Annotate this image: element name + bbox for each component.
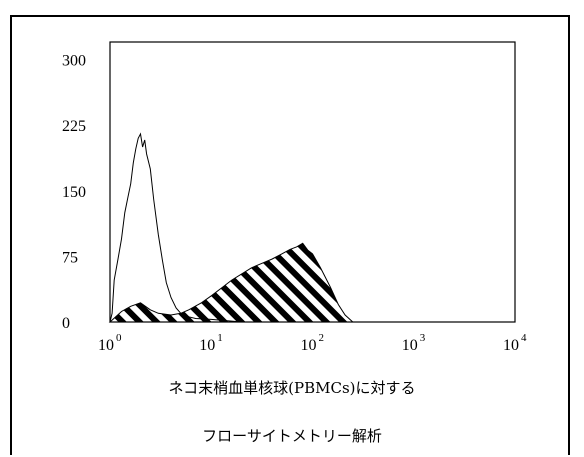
figure-frame	[10, 15, 570, 455]
plot-area	[109, 41, 516, 323]
y-tick-label: 150	[62, 184, 86, 201]
x-tick-base: 10	[402, 337, 418, 354]
x-tick-label: 10 0	[98, 332, 122, 354]
x-tick-label: 10 1	[199, 332, 223, 354]
y-tick-label: 75	[62, 249, 78, 266]
x-tick-exponent: 4	[521, 332, 527, 344]
x-tick-base: 10	[503, 337, 519, 354]
x-tick-exponent: 2	[319, 332, 325, 344]
x-tick-base: 10	[199, 337, 215, 354]
x-tick-label: 10 2	[301, 332, 325, 354]
x-tick-exponent: 0	[116, 332, 122, 344]
x-tick-label: 10 3	[402, 332, 426, 354]
x-tick-base: 10	[301, 337, 317, 354]
outline-histogram	[109, 132, 242, 323]
x-tick-exponent: 1	[217, 332, 223, 344]
y-tick-label: 0	[62, 315, 70, 332]
y-tick-label: 300	[62, 53, 86, 70]
hatched-histogram	[108, 242, 355, 323]
caption-line-2: フローサイトメトリー解析	[202, 427, 382, 445]
x-tick-label: 10 4	[503, 332, 527, 354]
x-tick-exponent: 3	[420, 332, 426, 344]
y-tick-label: 225	[62, 118, 86, 135]
x-tick-base: 10	[98, 337, 114, 354]
caption-line-1: ネコ末梢血単核球(PBMCs)に対する	[168, 379, 416, 397]
